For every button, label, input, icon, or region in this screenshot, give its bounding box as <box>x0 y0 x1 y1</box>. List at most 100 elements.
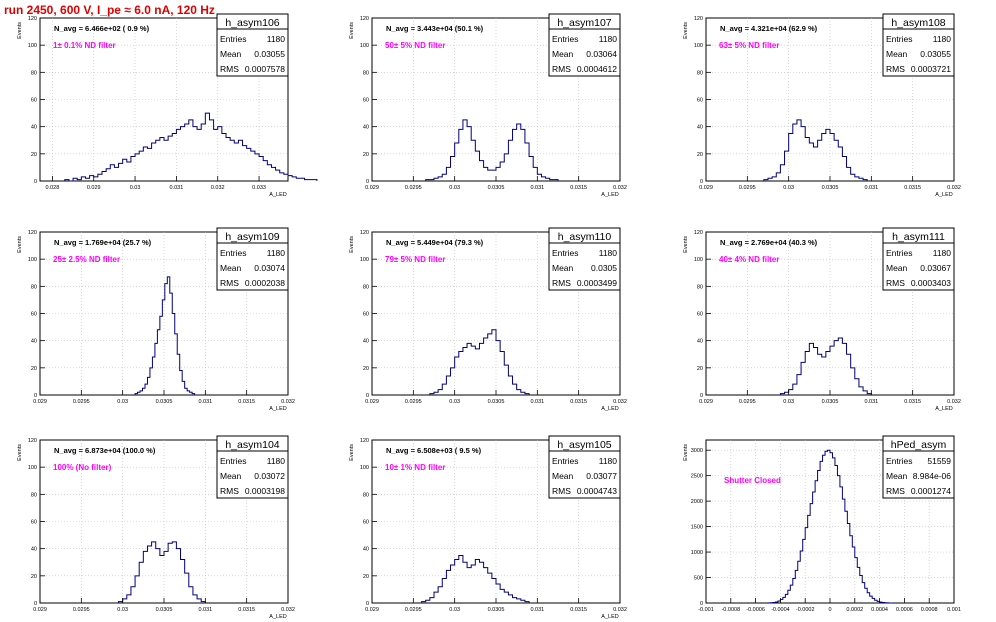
run-title: run 2450, 600 V, I_pe ≈ 6.0 nA, 120 Hz <box>4 3 215 17</box>
y-tick-label: 80 <box>31 492 37 498</box>
histogram-name: h_asym105 <box>557 439 611 451</box>
stats-label: Entries <box>886 456 912 466</box>
x-tick-label: 0.0295 <box>405 607 422 613</box>
histogram-series-h_asym104 <box>118 541 206 603</box>
y-tick-label: 40 <box>31 125 37 131</box>
navg-label: N_avg = 6.873e+04 (100.0 %) <box>54 446 156 455</box>
x-axis-title: A_LED <box>269 614 286 620</box>
y-axis-title: Events <box>683 236 689 253</box>
histogram-name: h_asym107 <box>557 17 611 29</box>
y-tick-label: 80 <box>31 284 37 290</box>
x-tick-label: 0.031 <box>864 185 878 191</box>
y-tick-label: 60 <box>31 98 37 104</box>
y-tick-label: 0 <box>700 601 703 607</box>
y-tick-label: 80 <box>31 70 37 76</box>
y-tick-label: 40 <box>363 125 369 131</box>
x-tick-label: 0 <box>828 607 831 613</box>
y-tick-label: 100 <box>360 465 369 471</box>
stats-label: Entries <box>552 34 578 44</box>
x-tick-label: -0.0008 <box>721 607 740 613</box>
y-tick-label: 40 <box>31 547 37 553</box>
y-tick-label: 0 <box>34 179 37 185</box>
navg-label: N_avg = 2.769e+04 (40.3 %) <box>720 238 818 247</box>
x-tick-label: 0.03 <box>449 399 460 405</box>
stats-label: Mean <box>552 49 574 59</box>
x-tick-label: 0.032 <box>281 399 295 405</box>
x-tick-label: 0.031 <box>170 185 184 191</box>
y-tick-label: 100 <box>28 257 37 263</box>
x-tick-label: 0.0002 <box>846 607 863 613</box>
stats-value: 0.0003198 <box>245 486 285 496</box>
stats-label: RMS <box>220 278 239 288</box>
stats-value: 0.0002038 <box>245 278 285 288</box>
stats-label: Entries <box>220 34 246 44</box>
filter-annotation: 63± 5% ND filter <box>719 41 779 50</box>
histogram-panel-hPed_asym: -0.001 -0.0008 -0.0006 -0.0004 -0.0002 0 0.000… <box>683 435 961 613</box>
stats-value: 0.0001274 <box>911 486 951 496</box>
filter-annotation: Shutter Closed <box>724 476 781 485</box>
stats-label: Entries <box>886 34 912 44</box>
x-tick-label: 0.028 <box>46 185 60 191</box>
x-tick-label: 0.032 <box>947 399 961 405</box>
stats-value: 0.03077 <box>586 471 617 481</box>
y-tick-label: 0 <box>34 393 37 399</box>
histogram-name: h_asym108 <box>891 17 945 29</box>
stats-value: 0.0003721 <box>911 64 951 74</box>
y-tick-label: 0 <box>366 601 369 607</box>
x-tick-label: 0.0315 <box>904 185 921 191</box>
stats-value: 1180 <box>933 34 952 44</box>
x-tick-label: 0.0006 <box>896 607 913 613</box>
histogram-name: h_asym111 <box>892 231 945 243</box>
x-tick-label: 0.0315 <box>570 399 587 405</box>
y-tick-label: 20 <box>31 366 37 372</box>
stats-value: 51559 <box>927 456 951 466</box>
x-tick-label: 0.0315 <box>904 399 921 405</box>
y-tick-label: 2000 <box>691 499 703 505</box>
navg-label: N_avg = 6.508e+03 ( 9.5 %) <box>386 446 482 455</box>
y-tick-label: 0 <box>34 601 37 607</box>
filter-annotation: 25± 2.5% ND filter <box>53 255 120 264</box>
histogram-panel-h_asym110: 0.029 0.0295 0.03 0.0305 0.031 0.0315 0.032 0 20… <box>349 227 627 412</box>
y-tick-label: 120 <box>360 230 369 236</box>
filter-annotation: 50± 5% ND filter <box>385 41 445 50</box>
stats-box <box>216 227 289 291</box>
y-tick-label: 120 <box>694 230 703 236</box>
y-tick-label: 20 <box>697 366 703 372</box>
stats-box <box>548 227 621 291</box>
stats-value: 0.03067 <box>920 263 951 273</box>
stats-value: 0.03072 <box>254 471 285 481</box>
x-tick-label: 0.032 <box>281 607 295 613</box>
y-tick-label: 60 <box>31 520 37 526</box>
stats-label: Entries <box>552 248 578 258</box>
histogram-series-h_asym107 <box>425 119 559 181</box>
x-tick-label: 0.001 <box>947 607 961 613</box>
y-tick-label: 80 <box>363 70 369 76</box>
y-tick-label: 40 <box>697 339 703 345</box>
y-tick-label: 40 <box>697 125 703 131</box>
x-tick-label: 0.032 <box>613 185 627 191</box>
y-axis-title: Events <box>683 444 689 461</box>
stats-value: 0.03074 <box>254 263 285 273</box>
x-tick-label: 0.029 <box>87 185 101 191</box>
stats-value: 0.0003403 <box>911 278 951 288</box>
x-tick-label: 0.0315 <box>570 607 587 613</box>
histogram-name: h_asym110 <box>558 231 612 243</box>
filter-annotation: 10± 1% ND filter <box>385 463 445 472</box>
y-tick-label: 100 <box>694 257 703 263</box>
x-tick-label: 0.029 <box>699 399 713 405</box>
y-tick-label: 20 <box>363 574 369 580</box>
stats-label: RMS <box>220 64 239 74</box>
stats-value: 0.0003499 <box>577 278 617 288</box>
y-axis-title: Events <box>17 22 23 39</box>
stats-value: 0.03055 <box>254 49 285 59</box>
stats-value: 0.03055 <box>920 49 951 59</box>
y-tick-label: 80 <box>363 492 369 498</box>
y-tick-label: 2500 <box>691 474 703 480</box>
histogram-panel-h_asym107: 0.029 0.0295 0.03 0.0305 0.031 0.0315 0.032 0 20… <box>349 13 627 198</box>
stats-label: Entries <box>220 456 246 466</box>
filter-annotation: 40± 4% ND filter <box>719 255 779 264</box>
navg-label: N_avg = 5.449e+04 (79.3 %) <box>386 238 484 247</box>
y-tick-label: 60 <box>31 312 37 318</box>
stats-value: 1180 <box>933 248 952 258</box>
